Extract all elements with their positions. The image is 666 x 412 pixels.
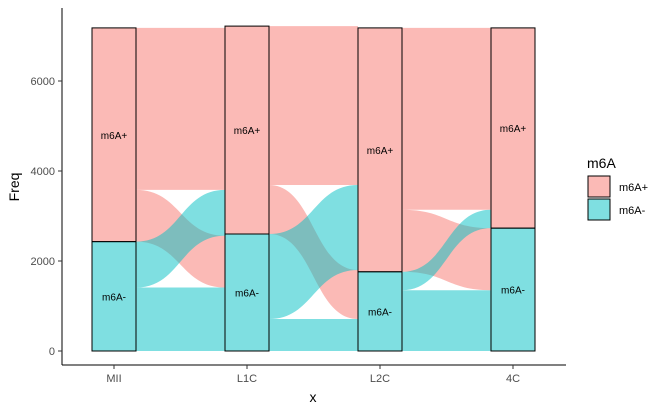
legend-swatch-m6a-pos (587, 175, 611, 198)
flows-layer (136, 26, 491, 351)
stratum-l2c-m6a-pos (357, 27, 403, 273)
stratum-label-4c-m6a-neg: m6A- (501, 286, 525, 297)
y-ticks: 0 2000 4000 6000 (31, 76, 62, 358)
y-tick-label-4000: 4000 (31, 166, 55, 178)
legend-label-m6a-neg: m6A- (619, 205, 646, 217)
stratum-label-l2c-m6a-neg: m6A- (368, 307, 392, 318)
stratum-label-l1c-m6a-neg: m6A- (235, 289, 259, 300)
y-tick-label-6000: 6000 (31, 76, 55, 88)
flow-l2c-neg-to-4c-pos (402, 209, 491, 291)
y-tick-label-0: 0 (49, 346, 55, 358)
flow-mii-pos-to-l1c-pos (136, 27, 225, 190)
y-axis-title: Freq (6, 173, 22, 202)
stratum-label-l1c-m6a-pos: m6A+ (234, 126, 261, 137)
legend: m6A m6A+ m6A- (587, 155, 648, 221)
flow-l1c-pos-to-l2c-pos (269, 26, 358, 185)
x-tick-label-4c: 4C (506, 373, 520, 385)
x-tick-label-l1c: L1C (237, 373, 257, 385)
x-tick-label-l2c: L2C (370, 373, 390, 385)
x-ticks: MII L1C L2C 4C (106, 365, 520, 385)
stratum-mii-m6a-neg (91, 241, 137, 352)
legend-label-m6a-pos: m6A+ (619, 182, 648, 194)
flow-mii-neg-to-l1c-pos (136, 189, 225, 288)
stratum-mii-m6a-pos (91, 27, 137, 243)
flow-l2c-neg-to-4c-neg (402, 290, 491, 351)
flow-l2c-pos-to-4c-pos (402, 27, 491, 210)
stratum-l2c-m6a-neg (357, 271, 403, 352)
strata-layer: m6A+ m6A-m6A+ m6A-m6A+ m6A-m6A+ m6A- (91, 25, 536, 352)
x-axis-title: x (310, 389, 317, 405)
flow-l1c-neg-to-l2c-neg (269, 319, 358, 351)
axes-layer (61, 8, 566, 366)
stratum-label-l2c-m6a-pos: m6A+ (367, 146, 394, 157)
stratum-label-mii-m6a-neg: m6A- (102, 292, 126, 303)
stratum-4c-m6a-neg (490, 227, 536, 352)
stratum-label-mii-m6a-pos: m6A+ (101, 131, 128, 142)
flow-mii-neg-to-l1c-neg (136, 287, 225, 351)
y-tick-label-2000: 2000 (31, 256, 55, 268)
stratum-label-4c-m6a-pos: m6A+ (500, 124, 527, 135)
stratum-l1c-m6a-neg (224, 233, 270, 352)
legend-title: m6A (587, 155, 616, 171)
flow-l1c-neg-to-l2c-pos (269, 184, 358, 320)
x-tick-label-mii: MII (106, 373, 121, 385)
legend-swatch-m6a-neg (587, 198, 611, 221)
